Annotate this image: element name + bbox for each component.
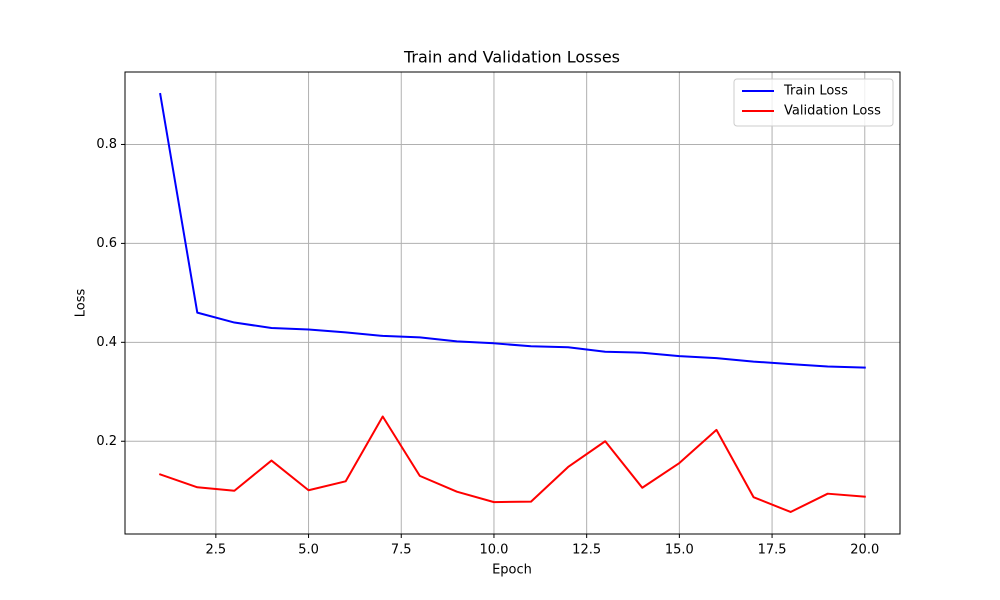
x-tick-label: 12.5 bbox=[572, 543, 601, 558]
y-tick-label: 0.2 bbox=[96, 434, 117, 449]
y-axis-label: Loss bbox=[74, 289, 89, 318]
series-line-validation-loss bbox=[158, 415, 866, 513]
x-axis-label: Epoch bbox=[492, 563, 532, 578]
x-tick-label: 5.0 bbox=[298, 543, 319, 558]
x-tick-label: 2.5 bbox=[206, 543, 227, 558]
chart-title: Train and Validation Losses bbox=[403, 48, 620, 67]
y-tick-label: 0.4 bbox=[96, 335, 117, 350]
series-line-train-loss bbox=[159, 92, 866, 369]
x-axis-ticks: 2.5 5.0 7.5 10.0 12.5 15.0 17.5 20.0 bbox=[206, 534, 879, 558]
x-tick-label: 7.5 bbox=[391, 543, 412, 558]
y-axis-ticks: 0.2 0.4 0.6 0.8 bbox=[96, 137, 125, 449]
plot-series bbox=[158, 92, 866, 513]
x-tick-label: 15.0 bbox=[665, 543, 694, 558]
x-tick-label: 20.0 bbox=[850, 543, 879, 558]
x-tick-label: 10.0 bbox=[479, 543, 508, 558]
x-tick-label: 17.5 bbox=[758, 543, 787, 558]
legend: Train Loss Validation Loss bbox=[733, 78, 894, 127]
legend-label-validation-loss: Validation Loss bbox=[784, 104, 881, 119]
legend-label-train-loss: Train Loss bbox=[783, 84, 848, 99]
plot-frame bbox=[124, 71, 901, 535]
y-tick-label: 0.8 bbox=[96, 137, 117, 152]
y-tick-label: 0.6 bbox=[96, 236, 117, 251]
x-gridlines bbox=[215, 72, 866, 534]
y-gridlines bbox=[125, 143, 900, 442]
